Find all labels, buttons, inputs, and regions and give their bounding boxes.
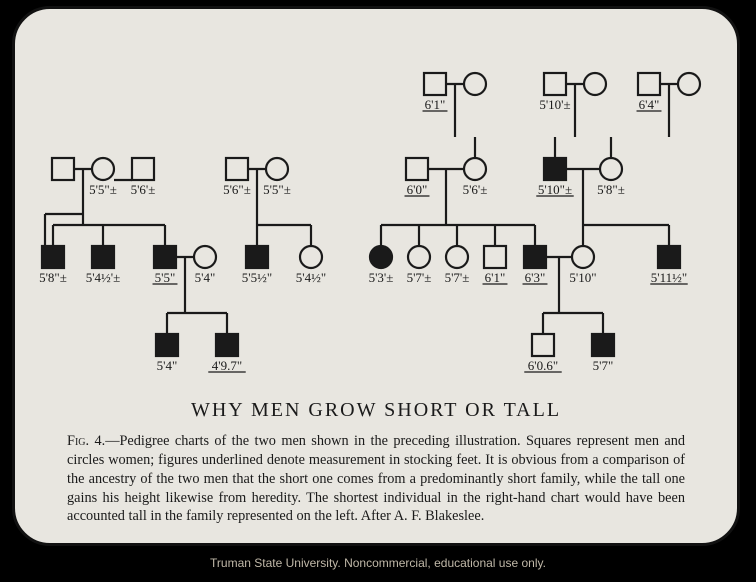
svg-text:6'3": 6'3" [525,270,546,285]
figure-caption: Fig. 4.—Pedigree charts of the two men s… [67,432,685,526]
svg-text:5'6'±: 5'6'± [131,182,156,197]
svg-text:5'3'±: 5'3'± [369,270,394,285]
svg-text:5'7'±: 5'7'± [407,270,432,285]
svg-text:5'10": 5'10" [569,270,596,285]
caption-area: WHY MEN GROW SHORT OR TALL Fig. 4.—Pedig… [67,399,685,526]
slide-frame: 5'5"± 5'6'± 5'6"± 5'5"± 5'8"± 5'4½'± 5'5" 5'4" 5… [12,6,740,546]
svg-text:5'10'±: 5'10'± [539,97,570,112]
svg-text:5'5½": 5'5½" [242,270,272,285]
caption-lead: Fig. 4. [67,433,105,449]
footer-credit: Truman State University. Noncommercial, … [0,556,756,570]
svg-text:5'4": 5'4" [195,270,216,285]
pedigree-svg: 5'5"± 5'6'± 5'6"± 5'5"± 5'8"± 5'4½'± 5'5" 5'4" 5… [15,9,740,389]
svg-text:5'7'±: 5'7'± [445,270,470,285]
svg-text:5'4½": 5'4½" [296,270,326,285]
svg-text:4'9.7": 4'9.7" [212,358,242,373]
svg-text:5'6"±: 5'6"± [223,182,251,197]
svg-text:6'1": 6'1" [425,97,446,112]
caption-body: —Pedigree charts of the two men shown in… [67,433,685,524]
svg-text:5'4½'±: 5'4½'± [86,270,121,285]
svg-text:5'11½": 5'11½" [651,270,687,285]
svg-text:6'0": 6'0" [407,182,428,197]
svg-text:5'8"±: 5'8"± [39,270,67,285]
svg-text:5'5"±: 5'5"± [263,182,291,197]
pedigree-chart-area: 5'5"± 5'6'± 5'6"± 5'5"± 5'8"± 5'4½'± 5'5" 5'4" 5… [15,9,737,389]
svg-text:5'8"±: 5'8"± [597,182,625,197]
svg-text:5'10"±: 5'10"± [538,182,572,197]
svg-text:5'5": 5'5" [155,270,176,285]
svg-text:6'0.6": 6'0.6" [528,358,558,373]
svg-text:6'4": 6'4" [639,97,660,112]
svg-text:6'1": 6'1" [485,270,506,285]
svg-text:5'5"±: 5'5"± [89,182,117,197]
figure-title: WHY MEN GROW SHORT OR TALL [67,399,685,422]
svg-text:5'4": 5'4" [157,358,178,373]
svg-text:5'7": 5'7" [593,358,614,373]
svg-text:5'6'±: 5'6'± [463,182,488,197]
